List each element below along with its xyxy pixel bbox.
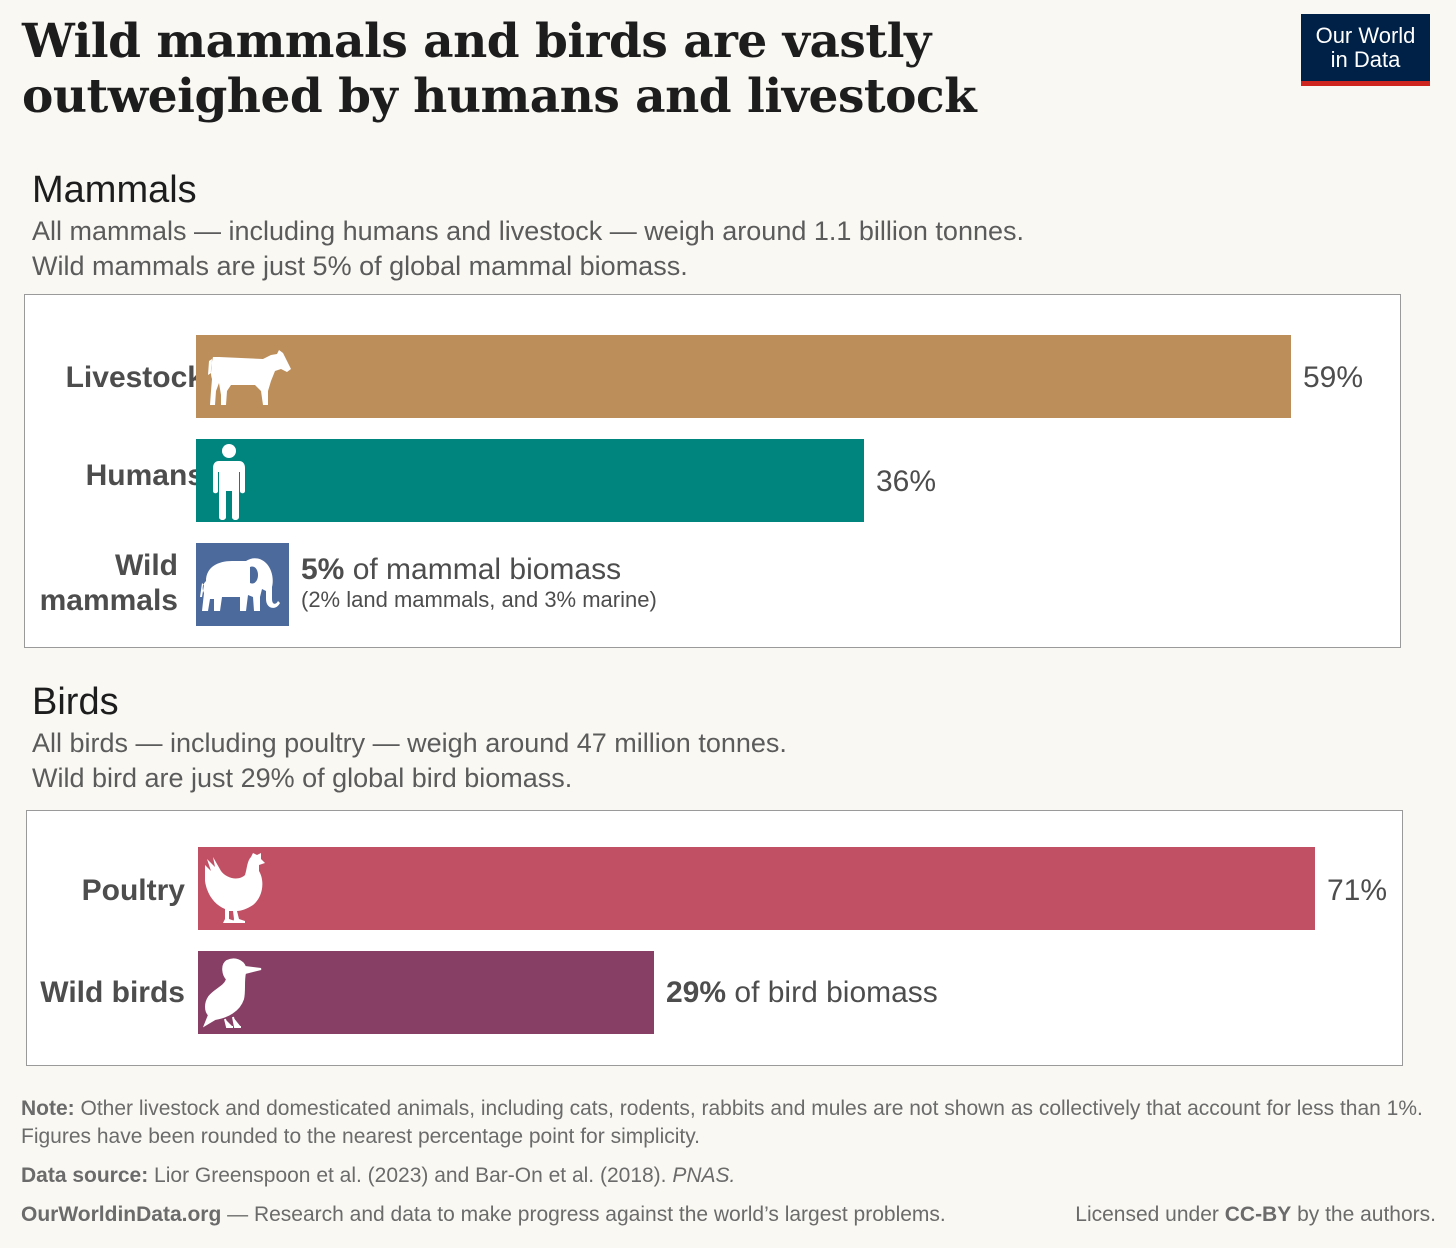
category-label-humans: Humans (86, 458, 204, 493)
note-label: Note: (21, 1097, 75, 1120)
category-label-wild-mammals: Wild mammals (39, 549, 178, 617)
footer-license: Licensed under CC-BY by the authors. (1075, 1201, 1436, 1229)
source-label: Data source: (21, 1164, 149, 1187)
mammals-header: Mammals All mammals — including humans a… (32, 168, 1024, 284)
value-wild-birds-number: 29% (666, 976, 727, 1009)
value-label-wild-mammals: 5% of mammal biomass (301, 552, 621, 588)
bar-humans (196, 439, 864, 522)
birds-title: Birds (32, 681, 119, 723)
chart-title: Wild mammals and birds are vastly outwei… (22, 14, 977, 124)
category-label-livestock: Livestock (65, 361, 204, 394)
birds-subtitle-2: Wild bird are just 29% of global bird bi… (32, 763, 573, 793)
person-icon (213, 444, 245, 520)
bar-livestock (196, 335, 1291, 418)
site-link[interactable]: OurWorldinData.org (21, 1203, 222, 1226)
wild-mammals-breakdown: (2% land mammals, and 3% marine) (301, 587, 657, 612)
category-label-humans-text: Humans (85, 459, 204, 492)
note-text: Other livestock and domesticated animals… (21, 1097, 1423, 1148)
category-label-wild-birds: Wild birds (40, 976, 185, 1009)
category-label-poultry: Poultry (81, 874, 185, 907)
value-wild-birds-suffix: of bird biomass (726, 976, 938, 1009)
mammals-subtitle-1: All mammals — including humans and lives… (32, 216, 1024, 246)
license-link[interactable]: CC-BY (1224, 1203, 1292, 1226)
logo-line-2: in Data (1330, 46, 1401, 72)
license-suffix: by the authors. (1291, 1203, 1436, 1226)
bar-poultry (198, 847, 1315, 930)
source-text: Lior Greenspoon et al. (2023) and Bar-On… (148, 1164, 673, 1187)
elephant-icon (200, 558, 280, 611)
owid-logo[interactable]: Our World in Data (1301, 14, 1430, 86)
value-wild-mammals-suffix: of mammal biomass (344, 553, 622, 586)
birds-subtitle-1: All birds — including poultry — weigh ar… (32, 728, 787, 758)
footer-note: Note: Other livestock and domesticated a… (21, 1095, 1441, 1151)
bar-wild-birds (198, 951, 654, 1034)
footer-source: Data source: Lior Greenspoon et al. (202… (21, 1162, 735, 1190)
value-wild-mammals-number: 5% (301, 553, 345, 586)
source-journal: PNAS. (672, 1164, 736, 1187)
mammals-subtitle-2: Wild mammals are just 5% of global mamma… (32, 251, 688, 281)
mammals-title: Mammals (32, 169, 197, 211)
chicken-icon (205, 853, 265, 923)
value-label-poultry: 71% (1327, 874, 1388, 907)
birds-chart-panel: Poultry Wild birds 71% 29% of bird bioma… (26, 810, 1403, 1066)
logo-line-1: Our World (1315, 22, 1416, 48)
bird-icon (203, 958, 262, 1028)
footer-site: OurWorldinData.org — Research and data t… (21, 1201, 946, 1229)
site-tagline: — Research and data to make progress aga… (221, 1203, 946, 1226)
cow-icon (208, 350, 291, 405)
value-label-humans: 36% (876, 465, 937, 498)
value-label-livestock: 59% (1303, 361, 1364, 394)
birds-header: Birds All birds — including poultry — we… (32, 680, 787, 796)
value-label-wild-birds: 29% of bird biomass (666, 975, 938, 1011)
mammals-chart-panel: Livestock Humans Wild mammals 59% 36% 5%… (24, 294, 1401, 648)
license-prefix: Licensed under (1075, 1203, 1225, 1226)
